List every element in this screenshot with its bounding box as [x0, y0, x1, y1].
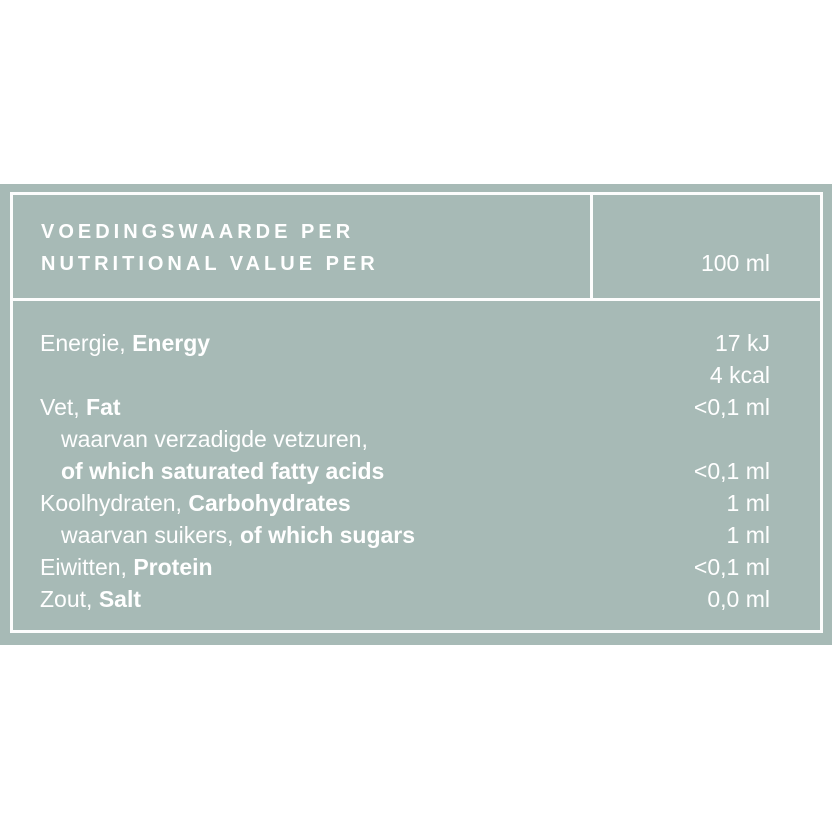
- title-line-dutch: VOEDINGSWAARDE PER: [41, 221, 355, 243]
- nutrient-row-energy: Energie, Energy 17 kJ: [40, 327, 770, 359]
- nutrient-name: waarvan verzadigde vetzuren,: [40, 423, 770, 455]
- nutrient-value: 17 kJ: [715, 330, 770, 356]
- nutrient-row-fat: Vet, Fat <0,1 ml: [40, 391, 770, 423]
- nutrient-name-en: of which sugars: [239, 522, 416, 548]
- nutrient-name: Koolhydraten, Carbohydrates: [40, 487, 727, 519]
- nutrient-value: 4 kcal: [709, 362, 770, 388]
- nutrient-value: <0,1 ml: [693, 554, 770, 580]
- nutrient-value: 1 ml: [726, 490, 770, 516]
- nutrient-value: <0,1 ml: [693, 394, 770, 420]
- nutrient-name-en: Protein: [133, 554, 213, 580]
- nutrient-name-nl: waarvan verzadigde vetzuren,: [61, 426, 368, 452]
- nutrient-value: <0,1 ml: [693, 458, 770, 484]
- nutrient-name-nl: Koolhydraten,: [40, 490, 182, 516]
- nutrition-table-body: Energie, Energy 17 kJ 4 kcal Vet, Fat <0…: [13, 301, 820, 630]
- nutrient-row-saturated-fat-nl: waarvan verzadigde vetzuren,: [40, 423, 770, 455]
- nutrient-row-sugars: waarvan suikers, of which sugars 1 ml: [40, 519, 770, 551]
- header-title: VOEDINGSWAARDE PER NUTRITIONAL VALUE PER: [41, 216, 379, 280]
- nutrient-value: 1 ml: [726, 522, 770, 548]
- nutrient-name-en: of which saturated fatty acids: [61, 458, 385, 484]
- nutrient-name: waarvan suikers, of which sugars: [40, 519, 727, 551]
- serving-size: 100 ml: [700, 250, 770, 276]
- nutrient-name: [40, 359, 710, 391]
- nutrient-name-en: Fat: [86, 394, 121, 420]
- nutrient-row-salt: Zout, Salt 0,0 ml: [40, 583, 770, 615]
- nutrient-row-protein: Eiwitten, Protein <0,1 ml: [40, 551, 770, 583]
- nutrient-row-saturated-fat-en: of which saturated fatty acids <0,1 ml: [40, 455, 770, 487]
- nutrient-name-nl: Zout,: [40, 586, 93, 612]
- label-background-band: [0, 184, 832, 645]
- nutrient-name: Vet, Fat: [40, 391, 694, 423]
- header-serving-cell: 100 ml: [590, 195, 820, 298]
- nutrition-table-header: VOEDINGSWAARDE PER NUTRITIONAL VALUE PER…: [13, 195, 820, 301]
- nutrient-name-nl: waarvan suikers,: [61, 522, 234, 548]
- nutrient-name-nl: Eiwitten,: [40, 554, 127, 580]
- header-title-cell: VOEDINGSWAARDE PER NUTRITIONAL VALUE PER: [13, 195, 590, 298]
- nutrient-value: 0,0 ml: [707, 586, 770, 612]
- nutrient-name-en: Salt: [98, 586, 141, 612]
- nutrient-name: Energie, Energy: [40, 327, 715, 359]
- nutrient-name-nl: Vet,: [40, 394, 80, 420]
- nutrient-name: Zout, Salt: [40, 583, 707, 615]
- nutrient-name: Eiwitten, Protein: [40, 551, 694, 583]
- nutrient-name-en: Carbohydrates: [188, 490, 351, 516]
- nutrition-table: VOEDINGSWAARDE PER NUTRITIONAL VALUE PER…: [10, 192, 823, 633]
- nutrient-row-energy-kcal: 4 kcal: [40, 359, 770, 391]
- nutrient-name-en: Energy: [132, 330, 211, 356]
- nutrient-name-nl: Energie,: [40, 330, 126, 356]
- nutrient-row-carbohydrates: Koolhydraten, Carbohydrates 1 ml: [40, 487, 770, 519]
- nutrient-name: of which saturated fatty acids: [40, 455, 694, 487]
- title-line-english: NUTRITIONAL VALUE PER: [41, 253, 379, 275]
